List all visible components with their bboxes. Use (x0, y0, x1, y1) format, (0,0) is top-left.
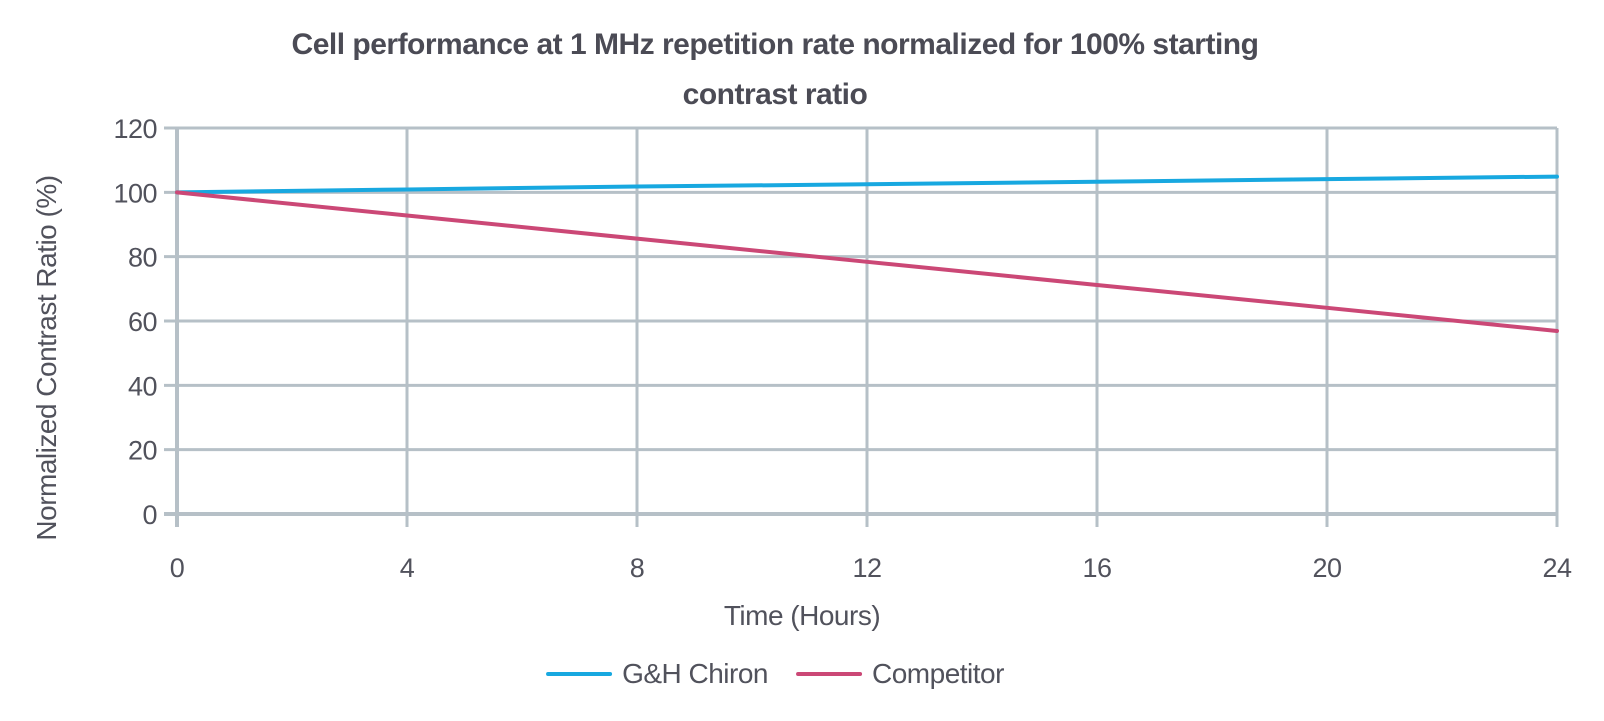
x-tick-label: 12 (852, 553, 881, 583)
x-axis-title: Time (Hours) (723, 600, 881, 631)
chart-title-line-1: Cell performance at 1 MHz repetition rat… (291, 28, 1259, 61)
legend-item-gh-chiron: G&H Chiron (546, 658, 768, 690)
chart-title-line-2: contrast ratio (682, 78, 868, 111)
legend-label-gh-chiron: G&H Chiron (622, 658, 768, 689)
legend: G&H Chiron Competitor (546, 658, 1004, 690)
y-tick-label: 80 (128, 243, 157, 273)
x-tick-label: 4 (400, 553, 415, 583)
chart-title: Cell performance at 1 MHz repetition rat… (75, 20, 1475, 120)
legend-item-competitor: Competitor (796, 658, 1004, 690)
series-line-0 (175, 174, 1559, 195)
gh-chiron-line-swatch (546, 672, 613, 676)
legend-label-competitor: Competitor (872, 658, 1004, 689)
y-tick-label: 0 (142, 500, 157, 530)
x-tick-label: 0 (170, 553, 185, 583)
y-tick-label: 40 (128, 371, 157, 401)
y-tick-label: 60 (128, 307, 157, 337)
y-tick-label: 120 (113, 114, 157, 144)
x-tick-label: 24 (1542, 553, 1572, 583)
x-tick-label: 16 (1082, 553, 1111, 583)
y-tick-label: 100 (113, 178, 157, 208)
series-line-1 (175, 190, 1559, 333)
y-tick-label: 20 (128, 436, 157, 466)
x-tick-label: 20 (1312, 553, 1341, 583)
competitor-line-swatch (796, 672, 862, 676)
x-tick-label: 8 (630, 553, 645, 583)
